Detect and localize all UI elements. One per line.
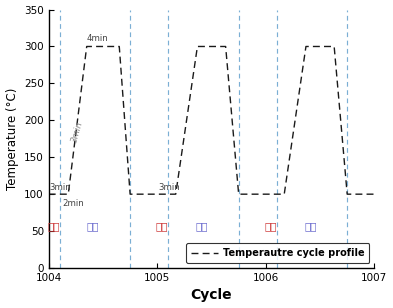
Text: 3min: 3min — [158, 183, 180, 192]
Text: 탈착: 탈착 — [87, 221, 99, 231]
Text: 슡착: 슡착 — [47, 221, 60, 231]
Temperautre cycle profile — [66, 192, 71, 196]
Text: 4min: 4min — [87, 34, 108, 43]
Text: 3min: 3min — [50, 183, 72, 192]
Text: 탈착: 탈착 — [195, 221, 208, 231]
Temperautre cycle profile — [223, 45, 228, 48]
Temperautre cycle profile — [55, 192, 60, 196]
Temperautre cycle profile — [163, 192, 168, 196]
Temperautre cycle profile — [46, 192, 51, 196]
Text: 슡착: 슡착 — [264, 221, 277, 231]
Temperautre cycle profile — [345, 192, 349, 196]
Temperautre cycle profile — [245, 192, 250, 196]
Temperautre cycle profile — [272, 192, 277, 196]
Temperautre cycle profile — [155, 192, 160, 196]
Temperautre cycle profile — [128, 192, 132, 196]
Temperautre cycle profile — [195, 45, 200, 48]
Text: 슡착: 슡착 — [156, 221, 168, 231]
Legend: Temperautre cycle profile: Temperautre cycle profile — [186, 243, 369, 263]
Text: 탈착: 탈착 — [304, 221, 316, 231]
Text: 3min: 3min — [70, 120, 85, 143]
Temperautre cycle profile — [146, 192, 151, 196]
Temperautre cycle profile — [255, 192, 259, 196]
Temperautre cycle profile — [136, 192, 141, 196]
Temperautre cycle profile — [332, 45, 336, 48]
Line: Temperautre cycle profile: Temperautre cycle profile — [49, 47, 374, 194]
Temperautre cycle profile — [303, 45, 308, 48]
X-axis label: Cycle: Cycle — [191, 289, 232, 302]
Temperautre cycle profile — [57, 192, 62, 196]
Text: 2min: 2min — [62, 199, 84, 208]
Temperautre cycle profile — [363, 192, 368, 196]
Temperautre cycle profile — [354, 192, 358, 196]
Temperautre cycle profile — [117, 45, 121, 48]
Y-axis label: Temperature (°C): Temperature (°C) — [6, 87, 18, 190]
Temperautre cycle profile — [173, 192, 178, 196]
Temperautre cycle profile — [282, 192, 286, 196]
Temperautre cycle profile — [263, 192, 268, 196]
Temperautre cycle profile — [372, 192, 376, 196]
Temperautre cycle profile — [236, 192, 241, 196]
Temperautre cycle profile — [84, 45, 89, 48]
